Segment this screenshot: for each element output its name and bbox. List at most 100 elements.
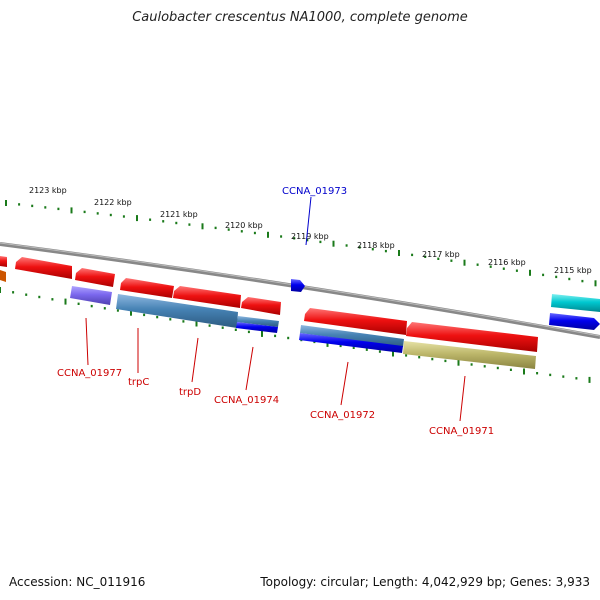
gene-label[interactable]: CCNA_01977 <box>57 368 122 379</box>
ruler-label: 2115 kbp <box>554 266 592 275</box>
gene-feature[interactable] <box>304 308 407 335</box>
gene-feature[interactable] <box>300 325 404 347</box>
minor-tick <box>208 324 211 327</box>
minor-tick <box>182 320 185 323</box>
minor-tick <box>175 221 178 225</box>
gene-feature[interactable] <box>116 294 238 328</box>
minor-tick <box>31 204 34 208</box>
ruler-label: 2120 kbp <box>225 221 263 230</box>
outer-tick-ring <box>5 200 597 287</box>
minor-tick <box>38 295 41 299</box>
minor-tick <box>287 336 290 340</box>
minor-tick <box>149 218 152 221</box>
minor-tick <box>536 372 539 375</box>
minor-tick <box>418 356 421 359</box>
minor-tick <box>476 263 479 266</box>
major-tick <box>195 320 198 327</box>
major-tick <box>463 259 466 266</box>
gene-feature[interactable] <box>120 278 174 298</box>
major-tick <box>332 240 335 247</box>
minor-tick <box>358 246 361 249</box>
major-tick <box>326 340 329 347</box>
major-tick <box>0 287 1 293</box>
minor-tick <box>371 248 374 251</box>
label-leader-line <box>459 375 466 422</box>
major-tick <box>392 350 394 357</box>
gene-feature[interactable] <box>406 322 538 352</box>
minor-tick <box>214 226 217 230</box>
minor-tick <box>83 210 86 214</box>
minor-tick <box>280 235 283 238</box>
minor-tick <box>365 348 368 351</box>
minor-tick <box>143 313 146 317</box>
major-tick <box>594 280 597 287</box>
label-leader-line <box>340 361 349 406</box>
gene-label[interactable]: CCNA_01973 <box>282 186 347 197</box>
inner-tick-ring <box>0 287 591 383</box>
gene-feature[interactable] <box>549 313 600 330</box>
ruler-label: 2123 kbp <box>29 186 67 195</box>
minor-tick <box>51 298 54 301</box>
gene-label[interactable]: CCNA_01971 <box>429 426 494 437</box>
gene-label[interactable]: CCNA_01974 <box>214 395 279 406</box>
minor-tick <box>509 368 512 371</box>
minor-tick <box>156 315 159 319</box>
major-tick <box>201 223 204 230</box>
minor-tick <box>352 346 355 349</box>
gene-feature[interactable] <box>173 286 241 308</box>
minor-tick <box>234 328 237 331</box>
minor-tick <box>18 203 21 206</box>
minor-tick <box>549 373 552 377</box>
minor-tick <box>424 255 427 258</box>
accession-text: Accession: NC_011916 <box>9 575 146 589</box>
label-leader-line <box>191 337 199 383</box>
major-tick <box>5 200 7 206</box>
gene-label[interactable]: CCNA_01972 <box>310 410 375 421</box>
major-tick <box>267 231 269 238</box>
gene-feature[interactable] <box>75 268 115 287</box>
minor-tick <box>444 359 447 363</box>
gene-feature[interactable] <box>241 297 281 315</box>
minor-tick <box>502 267 505 270</box>
minor-tick <box>411 253 414 257</box>
ruler-label: 2116 kbp <box>488 258 526 267</box>
minor-tick <box>44 206 47 209</box>
minor-tick <box>12 291 15 294</box>
minor-tick <box>496 366 499 370</box>
minor-tick <box>162 220 165 223</box>
gene-feature[interactable] <box>403 341 536 369</box>
minor-tick <box>122 215 125 218</box>
major-tick <box>523 368 525 375</box>
gene-feature[interactable] <box>236 322 278 333</box>
gene-label[interactable]: trpC <box>128 377 149 388</box>
minor-tick <box>25 293 28 296</box>
minor-tick <box>247 330 250 334</box>
gene-feature[interactable] <box>0 270 6 282</box>
minor-tick <box>253 231 256 235</box>
minor-tick <box>437 257 440 260</box>
major-tick <box>261 330 263 337</box>
ruler-label: 2118 kbp <box>357 241 395 250</box>
gene-feature[interactable] <box>299 333 403 353</box>
minor-tick <box>515 269 518 272</box>
minor-tick <box>470 363 473 366</box>
gene-feature[interactable] <box>15 257 72 279</box>
gene-feature[interactable] <box>70 286 112 305</box>
gene-label[interactable]: trpD <box>179 387 201 398</box>
ruler-label: 2117 kbp <box>422 250 460 259</box>
minor-tick <box>319 240 322 244</box>
minor-tick <box>384 249 387 253</box>
ruler-label: 2119 kbp <box>291 232 329 241</box>
major-tick <box>64 298 67 305</box>
minor-tick <box>188 223 191 226</box>
minor-tick <box>103 307 106 310</box>
minor-tick <box>240 230 243 233</box>
gene-feature[interactable] <box>0 256 7 267</box>
minor-tick <box>306 238 309 242</box>
genome-summary-text: Topology: circular; Length: 4,042,929 bp… <box>260 575 590 589</box>
gene-feature[interactable] <box>237 316 279 327</box>
gene-feature[interactable] <box>551 294 600 312</box>
gene-feature[interactable] <box>291 279 305 292</box>
label-leader-line <box>85 317 89 366</box>
